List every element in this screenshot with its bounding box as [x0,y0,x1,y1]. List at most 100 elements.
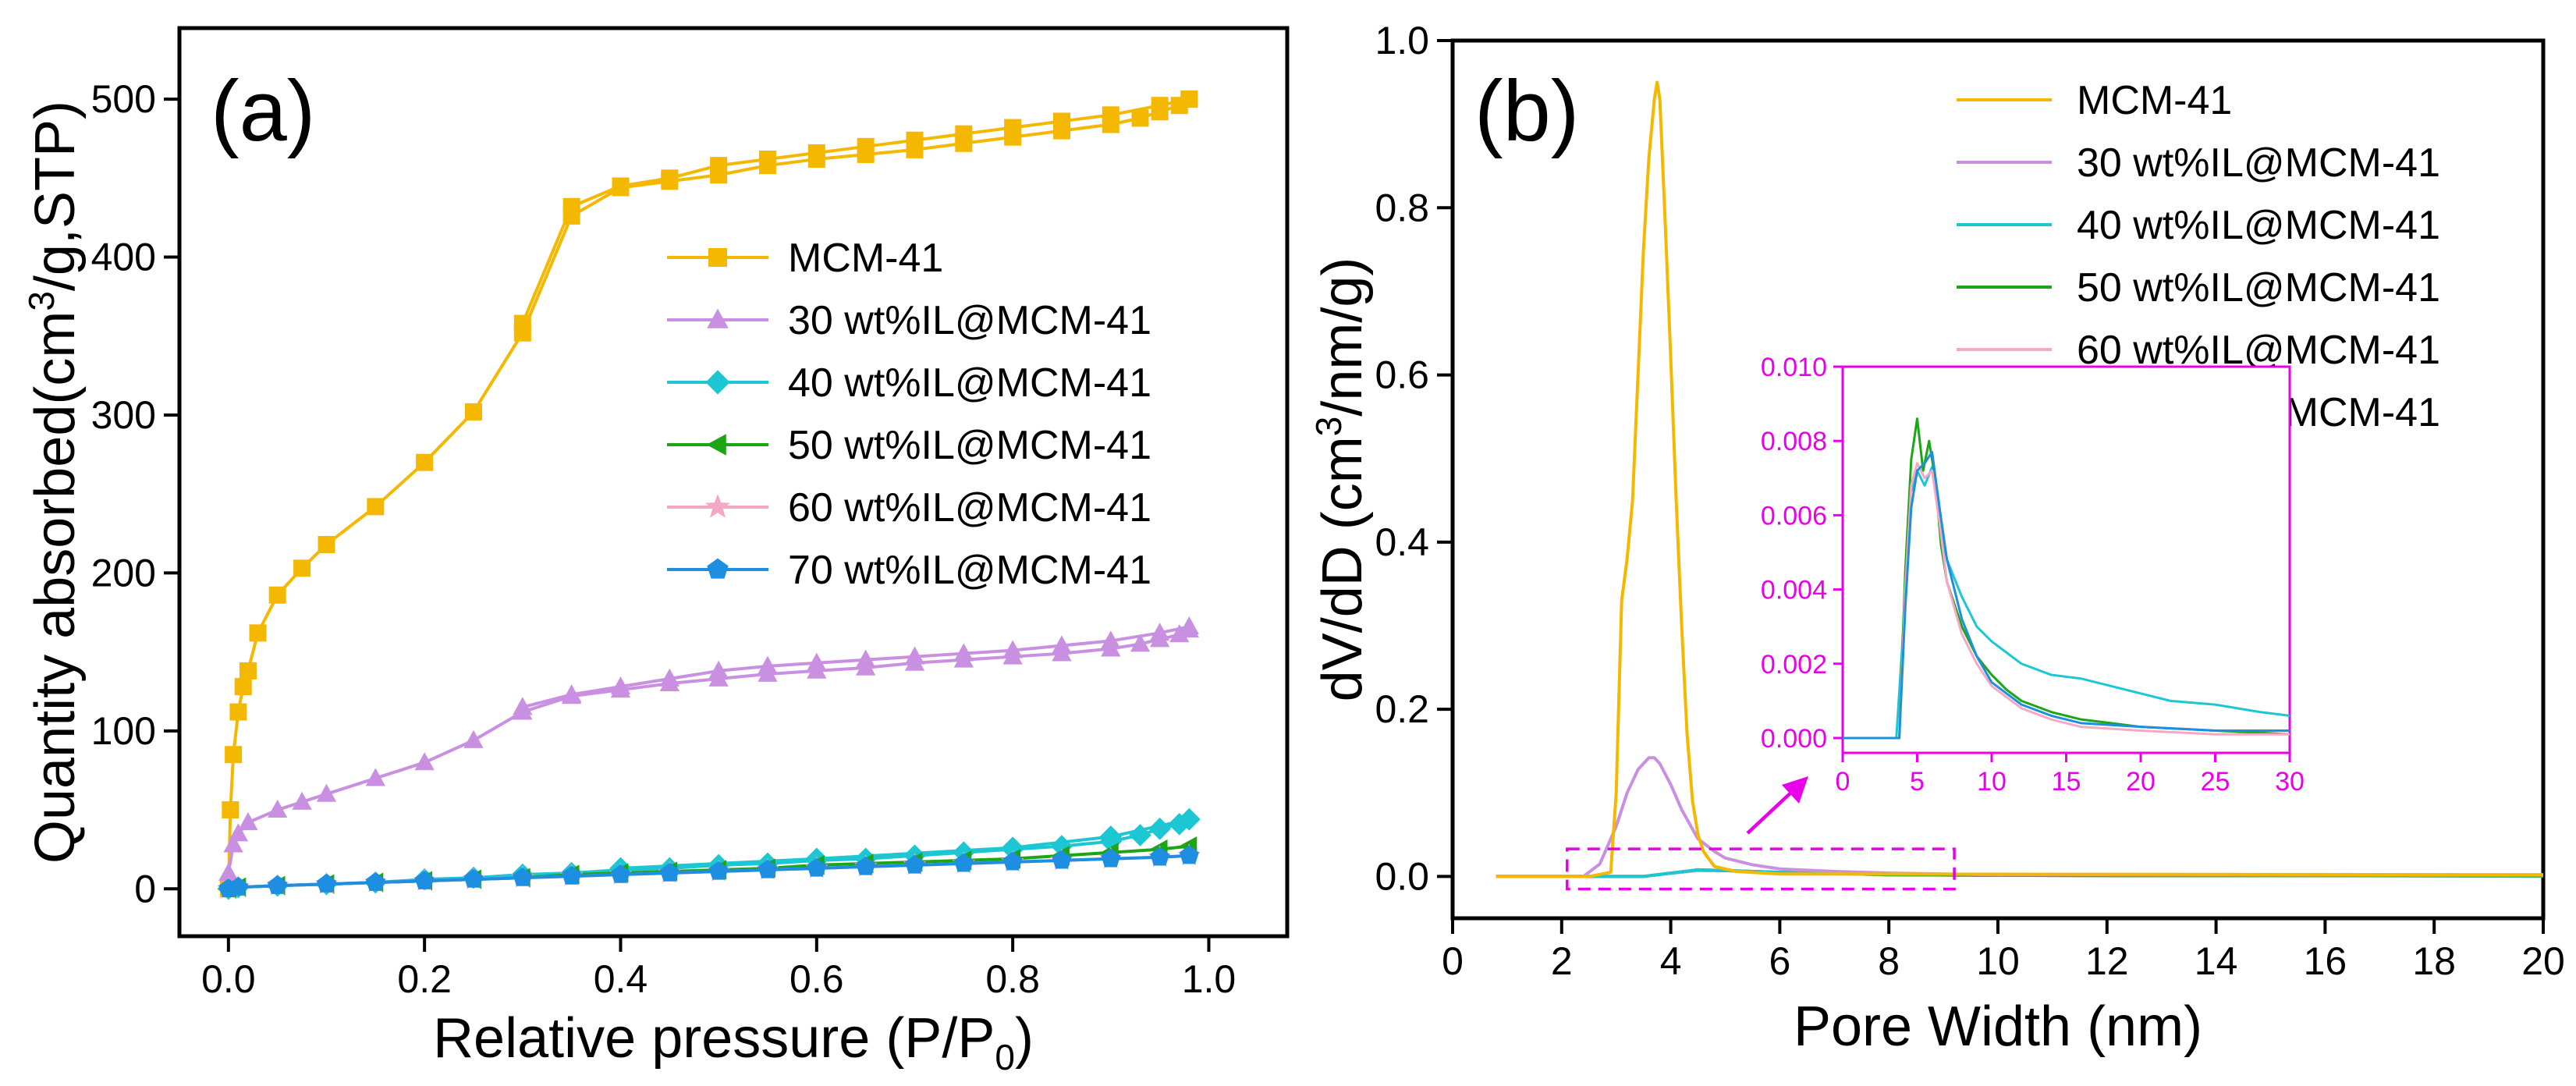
y-tick-label-b: 0.8 [1375,186,1429,229]
inset-series-line [1843,466,2290,740]
x-tick-label-a: 0.0 [201,957,256,1001]
legend-label-b: 60 wt%IL@MCM-41 [2077,328,2440,373]
x-tick-label-a: 0.2 [397,957,452,1001]
x-tick-label-b: 2 [1551,939,1573,983]
x-tick-label-b: 4 [1660,939,1682,983]
data-point-a [268,586,286,604]
data-point-a [239,662,257,680]
data-point-a [1004,128,1022,146]
data-point-a [1178,807,1201,831]
legend-b: MCM-41 30 wt%IL@MCM-41 40 wt%IL@MCM-41 50 w… [1957,78,2440,435]
y-tick-label-a: 400 [91,236,156,279]
data-point-a [1129,824,1151,846]
data-point-a [225,746,243,764]
data-point-a [1101,638,1121,657]
data-point-a [708,668,729,687]
data-point-a [268,799,288,818]
data-point-a [1102,115,1119,133]
legend-label-a: 60 wt%IL@MCM-41 [788,485,1151,531]
data-point-a [953,649,974,668]
data-point-a [249,624,267,642]
legend-marker-a [708,248,727,267]
data-point-a [1169,624,1190,643]
x-axis-label-b: Pore Width (nm) [1794,996,2202,1058]
data-point-a [223,834,243,853]
y-tick-label-a: 500 [91,77,156,121]
magnify-box [1566,847,1956,891]
data-point-a [1002,646,1023,665]
y-axis-label-b: dV/dD (cm3/nm/g) [1308,257,1374,702]
x-tick-label-b: 14 [2195,939,2238,983]
plot-frame-a [177,26,1290,939]
data-point-a [612,179,630,197]
x-tick-label-b: 6 [1769,939,1790,983]
data-point-a [807,857,827,877]
data-point-a [758,859,778,878]
data-point-a [513,701,533,720]
data-point-a [610,864,631,883]
data-point-a [1151,103,1169,121]
data-point-a [1052,122,1070,140]
data-point-a [464,403,482,421]
data-point-a [268,875,288,894]
inset-series-line [1843,417,2290,740]
magnify-arrow-head [1782,776,1808,804]
inset-x-tick-label: 30 [2275,767,2305,797]
data-point-a [708,861,729,880]
legend-label-a: 70 wt%IL@MCM-41 [788,548,1151,593]
data-point-a [463,729,484,748]
data-point-a [316,873,337,893]
inset-plot: 0 5 10 15 20 25 30 0.000 0.002 0.004 0.006 0.008 0.0… [1761,353,2305,797]
x-tick-label-a: 1.0 [1182,957,1237,1001]
data-point-a [1131,109,1149,127]
x-tick-label-b: 16 [2304,939,2347,983]
inset-series-line [1843,462,2290,740]
data-point-a [659,673,679,692]
data-point-a [1148,818,1171,840]
data-point-a [857,145,875,163]
y-tick-label-b: 0.4 [1375,520,1429,564]
legend-marker-a [705,494,730,518]
data-point-a [414,752,435,771]
series-a-1 [218,616,1199,881]
data-point-a [1130,634,1151,652]
inset-series-line [1843,450,2290,740]
data-point-a [228,877,248,896]
panel-b: 0 2 4 6 8 10 12 14 16 18 20 0.0 0.2 0.4 0.6 0.8 1.0 Pore … [1308,19,2565,1058]
data-point-a [1179,845,1199,864]
inset-y-tick-label: 0.000 [1761,724,1827,754]
y-axis-label-a-main: Quantity absorbed(cm [24,311,87,864]
data-point-a [463,868,484,888]
x-axis-label-a-main: Relative pressure (P/P [433,1007,995,1070]
y-tick-label-a: 100 [91,709,156,753]
data-point-a [661,172,679,190]
y-tick-label-a: 300 [91,393,156,437]
inset-y-tick-label: 0.004 [1761,576,1827,605]
data-point-a [953,853,974,872]
data-point-a [365,871,385,891]
data-point-a [562,686,582,704]
y-axis-label-a-sup: 3 [21,291,62,311]
legend-label-b: 50 wt%IL@MCM-41 [2077,265,2440,311]
y-axis-label-a-end: /g,STP) [24,101,87,291]
legend-label-b: 30 wt%IL@MCM-41 [2077,140,2440,186]
data-point-a [807,151,825,169]
data-point-a [228,823,249,842]
x-axis-label-a-sub: 0 [995,1037,1015,1077]
series-line-b [1496,80,2544,878]
x-tick-label-b: 12 [2085,939,2129,983]
data-point-a [367,498,385,516]
data-point-a [1150,846,1170,866]
legend-label-a: 50 wt%IL@MCM-41 [788,423,1151,468]
data-point-a [318,535,335,553]
data-point-a [414,870,435,889]
x-tick-label-b: 10 [1976,939,2020,983]
data-point-a [758,157,776,175]
data-point-a [904,854,925,874]
data-point-a [292,791,312,810]
series-line-a [226,628,1190,874]
data-point-a [562,207,580,225]
legend-marker-a [706,434,726,456]
x-tick-label-b: 18 [2412,939,2456,983]
data-point-a [855,657,876,676]
